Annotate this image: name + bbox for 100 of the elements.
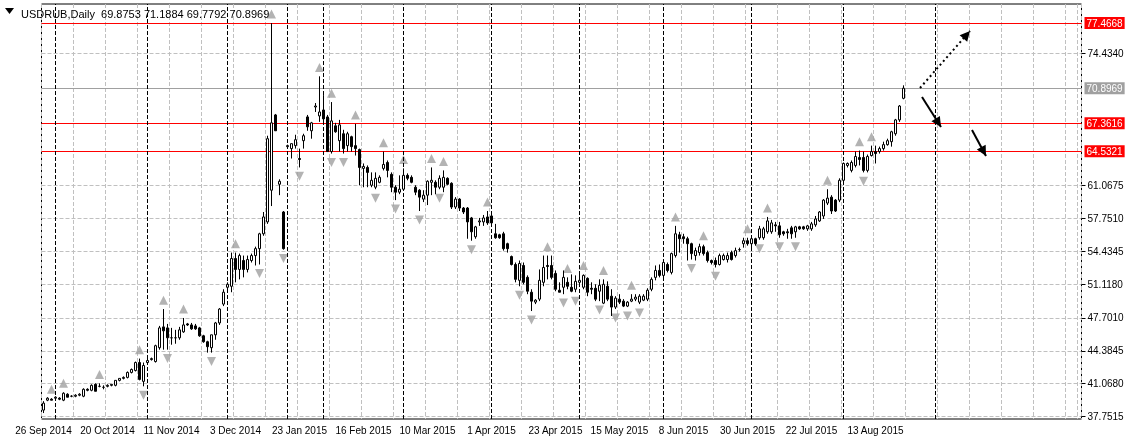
candlestick bbox=[518, 260, 521, 287]
point bbox=[315, 62, 324, 72]
candlestick bbox=[778, 221, 781, 239]
candlestick bbox=[586, 276, 589, 297]
candlestick bbox=[62, 391, 65, 402]
candlestick bbox=[634, 293, 637, 302]
y-tick-label: 74.4340 bbox=[1087, 47, 1125, 59]
candlestick bbox=[646, 287, 649, 302]
point bbox=[159, 295, 168, 305]
candlestick bbox=[746, 237, 749, 247]
candlestick bbox=[58, 396, 61, 401]
point bbox=[327, 157, 336, 167]
point bbox=[595, 305, 604, 315]
x-tick-label: 1 Apr 2015 bbox=[467, 424, 517, 436]
candlestick bbox=[114, 379, 117, 387]
candlestick bbox=[734, 247, 737, 259]
point bbox=[139, 390, 148, 400]
candlestick bbox=[370, 171, 373, 188]
point bbox=[515, 290, 524, 300]
candlestick bbox=[282, 210, 285, 251]
point bbox=[867, 132, 876, 142]
candlestick bbox=[854, 151, 857, 168]
candlestick bbox=[222, 288, 225, 307]
point bbox=[435, 193, 444, 203]
x-tick-label: 23 Apr 2015 bbox=[528, 424, 583, 436]
point bbox=[255, 268, 264, 278]
candlestick bbox=[862, 151, 865, 173]
candlestick bbox=[902, 84, 905, 100]
y-tick-label: 54.4345 bbox=[1087, 245, 1125, 257]
candlestick bbox=[562, 269, 565, 295]
y-tick-label: 51.1180 bbox=[1087, 278, 1124, 290]
y-tick-label: 47.7010 bbox=[1087, 312, 1125, 324]
candlestick bbox=[794, 225, 797, 239]
point bbox=[279, 254, 288, 264]
point bbox=[483, 197, 492, 207]
candlestick bbox=[438, 174, 441, 190]
candlestick bbox=[126, 370, 129, 379]
candlestick bbox=[754, 237, 757, 247]
point bbox=[671, 212, 680, 222]
candlestick bbox=[718, 253, 721, 266]
candlestick bbox=[230, 252, 233, 293]
point bbox=[47, 384, 56, 394]
y-tick-label: 37.7515 bbox=[1087, 411, 1125, 423]
point bbox=[135, 345, 144, 355]
candlestick bbox=[162, 308, 165, 351]
point bbox=[823, 175, 832, 185]
x-tick-label: 15 May 2015 bbox=[590, 424, 649, 436]
candlestick bbox=[82, 387, 85, 398]
candlestick bbox=[618, 293, 621, 305]
point bbox=[467, 245, 476, 255]
candlestick bbox=[686, 236, 689, 262]
candlestick bbox=[142, 362, 145, 387]
ref-line-label: 64.5321 bbox=[1086, 145, 1124, 157]
point bbox=[699, 231, 708, 241]
candlestick bbox=[650, 276, 653, 292]
candlestick bbox=[94, 382, 97, 392]
candlestick bbox=[330, 101, 333, 155]
point bbox=[415, 215, 424, 225]
point bbox=[755, 244, 764, 254]
y-tick-label: 41.0680 bbox=[1087, 378, 1125, 390]
point bbox=[687, 263, 696, 273]
candlestick bbox=[238, 253, 241, 280]
candlestick bbox=[242, 255, 245, 278]
candlestick bbox=[298, 148, 301, 168]
point bbox=[855, 137, 864, 147]
candlestick bbox=[170, 327, 173, 346]
y-tick-label: 44.3845 bbox=[1087, 345, 1125, 357]
x-tick-label: 20 Oct 2014 bbox=[80, 424, 136, 436]
candlestick bbox=[482, 214, 485, 227]
candlestick bbox=[418, 188, 421, 212]
x-tick-label: 22 Jul 2015 bbox=[785, 424, 838, 436]
candlestick bbox=[602, 278, 605, 305]
point bbox=[763, 203, 772, 213]
point bbox=[371, 193, 380, 203]
candlestick bbox=[314, 102, 317, 113]
y-tick-label: 61.0675 bbox=[1087, 180, 1125, 192]
candlestick bbox=[694, 247, 697, 262]
point bbox=[743, 224, 752, 234]
point bbox=[563, 263, 572, 273]
x-tick-label: 10 Mar 2015 bbox=[399, 424, 457, 436]
x-tick-label: 26 Sep 2014 bbox=[15, 424, 73, 436]
candlestick bbox=[458, 197, 461, 212]
x-tick-label: 23 Jan 2015 bbox=[271, 424, 328, 436]
point bbox=[623, 311, 632, 321]
candlestick bbox=[374, 171, 377, 190]
candlestick bbox=[742, 237, 745, 249]
point bbox=[339, 157, 348, 167]
y-tick-label: 57.7510 bbox=[1087, 212, 1125, 224]
candlestick bbox=[278, 178, 281, 196]
point bbox=[427, 154, 436, 164]
x-tick-label: 8 Jun 2015 bbox=[658, 424, 709, 436]
candlestick bbox=[190, 322, 193, 331]
point bbox=[571, 296, 580, 306]
candlestick bbox=[50, 397, 53, 401]
candlestick bbox=[726, 252, 729, 264]
candlestick bbox=[302, 133, 305, 150]
point bbox=[627, 280, 636, 290]
point bbox=[95, 369, 104, 379]
point bbox=[611, 313, 620, 323]
candlestick bbox=[630, 293, 633, 303]
